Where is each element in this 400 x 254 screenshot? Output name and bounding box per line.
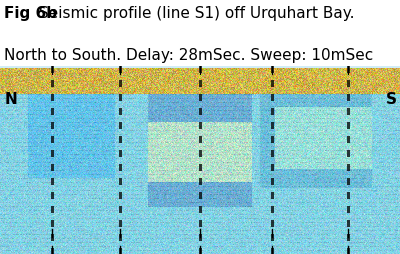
Text: North to South. Delay: 28mSec. Sweep: 10mSec: North to South. Delay: 28mSec. Sweep: 10…	[4, 48, 373, 63]
Text: S: S	[386, 92, 397, 107]
Text: Seismic profile (line S1) off Urquhart Bay.: Seismic profile (line S1) off Urquhart B…	[39, 6, 355, 21]
Text: Fig 6b: Fig 6b	[4, 6, 57, 21]
Text: N: N	[5, 92, 18, 107]
